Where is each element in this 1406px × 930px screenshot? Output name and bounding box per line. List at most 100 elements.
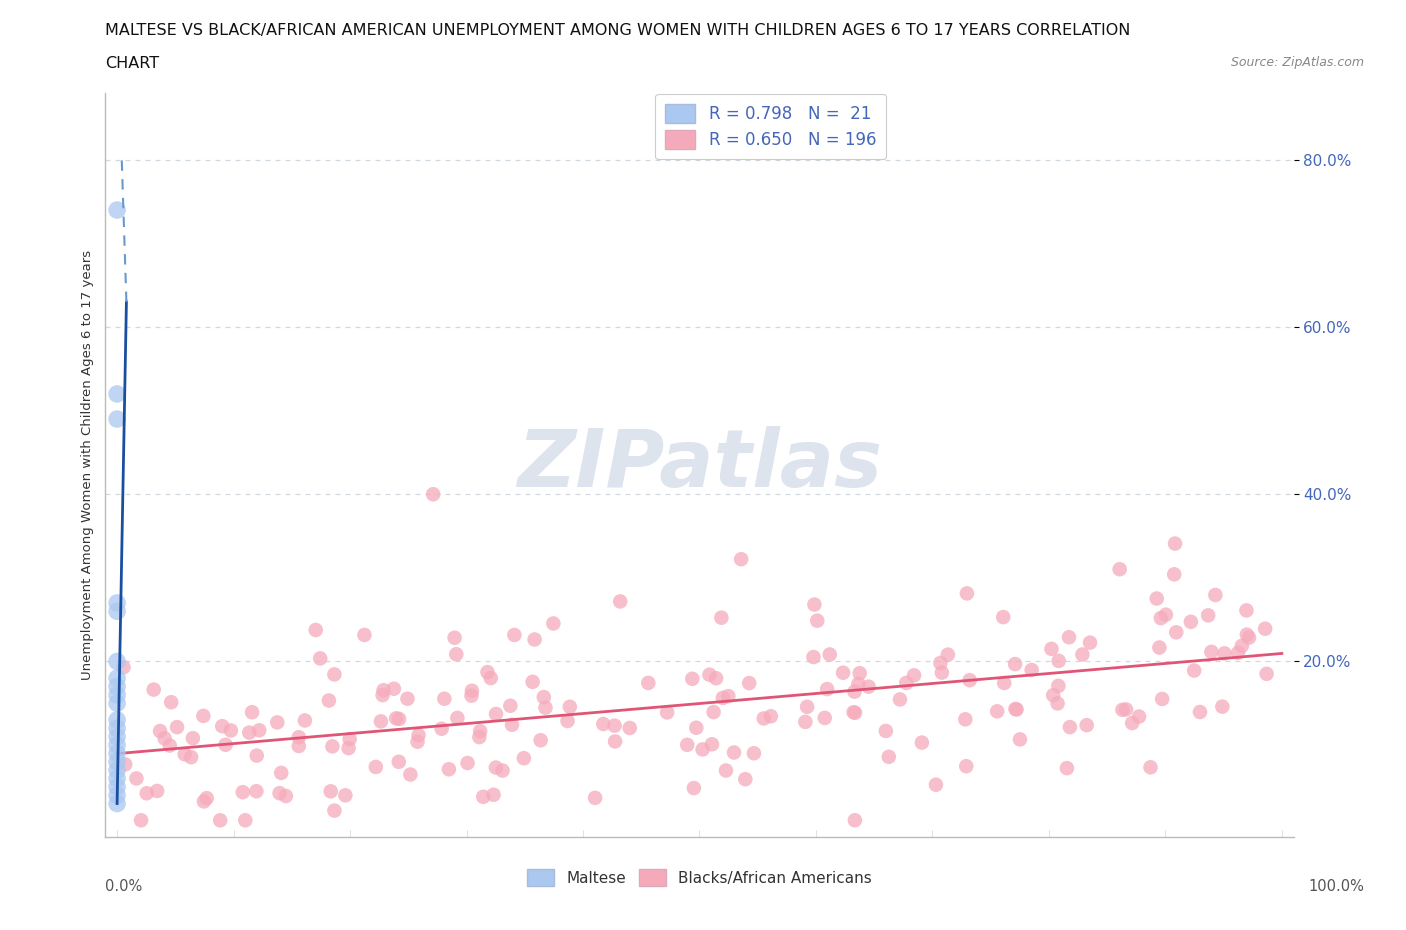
Point xyxy=(105,721,128,736)
Point xyxy=(396,691,419,706)
Point xyxy=(388,754,411,769)
Point xyxy=(503,628,526,643)
Point xyxy=(752,711,775,725)
Point xyxy=(305,622,328,637)
Text: ZIPatlas: ZIPatlas xyxy=(517,426,882,504)
Point xyxy=(105,796,128,811)
Point xyxy=(1111,702,1133,717)
Point xyxy=(266,715,288,730)
Point xyxy=(105,771,128,786)
Point xyxy=(370,714,392,729)
Legend: Maltese, Blacks/African Americans: Maltese, Blacks/African Americans xyxy=(520,863,879,893)
Point xyxy=(655,705,678,720)
Point xyxy=(408,728,430,743)
Point xyxy=(146,783,169,798)
Point xyxy=(842,705,865,720)
Point xyxy=(364,760,387,775)
Point xyxy=(710,610,733,625)
Point xyxy=(1154,607,1177,622)
Point xyxy=(129,813,152,828)
Point xyxy=(193,794,215,809)
Point xyxy=(742,746,765,761)
Point xyxy=(704,671,727,685)
Point xyxy=(993,610,1015,625)
Point xyxy=(1230,638,1253,653)
Point xyxy=(925,777,948,792)
Point xyxy=(468,730,491,745)
Point xyxy=(105,679,128,694)
Point xyxy=(105,779,128,794)
Point xyxy=(1057,630,1080,644)
Point xyxy=(794,714,817,729)
Point xyxy=(734,772,756,787)
Point xyxy=(848,666,870,681)
Point xyxy=(209,813,232,828)
Point xyxy=(1071,647,1094,662)
Point xyxy=(353,628,375,643)
Point xyxy=(738,676,761,691)
Point xyxy=(1152,692,1174,707)
Point xyxy=(373,683,395,698)
Point xyxy=(245,784,267,799)
Point xyxy=(319,784,342,799)
Point xyxy=(399,767,422,782)
Point xyxy=(681,671,703,686)
Point xyxy=(437,762,460,777)
Point xyxy=(936,647,959,662)
Point xyxy=(911,735,934,750)
Point xyxy=(181,731,204,746)
Point xyxy=(422,486,444,501)
Point xyxy=(339,732,361,747)
Point xyxy=(382,682,405,697)
Point xyxy=(406,735,429,750)
Point xyxy=(931,665,953,680)
Point xyxy=(479,671,502,685)
Point xyxy=(683,780,706,795)
Point xyxy=(457,755,479,770)
Point xyxy=(848,676,870,691)
Point xyxy=(470,724,492,738)
Point xyxy=(993,675,1015,690)
Point xyxy=(619,721,641,736)
Point xyxy=(1227,645,1250,660)
Point xyxy=(105,729,128,744)
Point xyxy=(173,747,195,762)
Point xyxy=(1076,718,1098,733)
Point xyxy=(592,716,614,731)
Point xyxy=(270,765,292,780)
Point xyxy=(269,786,291,801)
Point xyxy=(195,790,218,805)
Point xyxy=(1046,696,1069,711)
Point xyxy=(1237,631,1260,645)
Point xyxy=(288,738,311,753)
Point xyxy=(844,813,866,828)
Point xyxy=(959,672,981,687)
Point xyxy=(105,595,128,610)
Point xyxy=(1180,615,1202,630)
Point xyxy=(238,725,260,740)
Point xyxy=(1139,760,1161,775)
Point xyxy=(105,654,128,669)
Point xyxy=(955,711,977,726)
Point xyxy=(1236,603,1258,618)
Point xyxy=(1004,701,1026,716)
Point xyxy=(844,684,866,699)
Point xyxy=(105,746,128,761)
Point xyxy=(759,709,782,724)
Point xyxy=(1004,657,1026,671)
Point xyxy=(247,723,270,737)
Point xyxy=(730,551,752,566)
Point xyxy=(323,667,346,682)
Point xyxy=(530,733,553,748)
Point xyxy=(105,687,128,702)
Point xyxy=(105,788,128,803)
Point xyxy=(1201,644,1223,659)
Point xyxy=(814,711,837,725)
Point xyxy=(335,788,357,803)
Point xyxy=(105,696,128,711)
Point xyxy=(337,740,360,755)
Point xyxy=(180,750,202,764)
Point xyxy=(1149,640,1171,655)
Point xyxy=(321,739,343,754)
Point xyxy=(219,723,242,737)
